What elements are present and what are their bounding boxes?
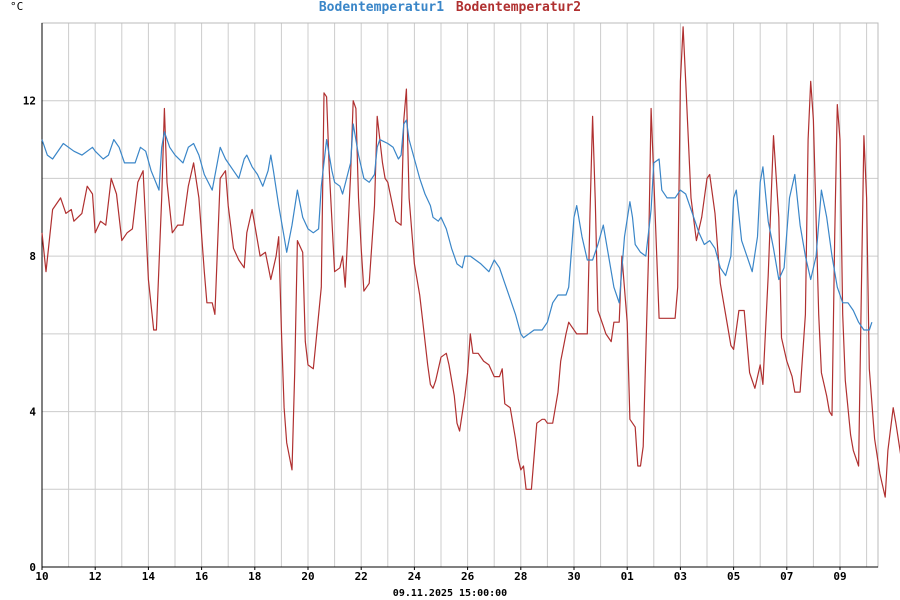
series-layer bbox=[41, 26, 900, 498]
x-tick-label: 07 bbox=[780, 570, 793, 583]
x-tick-label: 22 bbox=[355, 570, 368, 583]
series-line-Bodentemperatur2 bbox=[41, 26, 900, 498]
x-tick-label: 14 bbox=[142, 570, 156, 583]
x-tick-label: 24 bbox=[408, 570, 422, 583]
x-tick-label: 01 bbox=[621, 570, 635, 583]
x-tick-label: 30 bbox=[567, 570, 580, 583]
x-tick-label: 28 bbox=[514, 570, 527, 583]
grid bbox=[42, 22, 878, 567]
x-tick-label: 26 bbox=[461, 570, 475, 583]
y-tick-label: 8 bbox=[29, 250, 36, 263]
x-tick-label: 10 bbox=[35, 570, 48, 583]
y-axis-unit: °C bbox=[10, 0, 24, 13]
x-tick-label: 03 bbox=[674, 570, 687, 583]
series-line-Bodentemperatur1 bbox=[41, 119, 873, 339]
x-tick-label: 09 bbox=[833, 570, 846, 583]
tick-labels: 0 4 8 12 10 12 14 16 18 20 22 24 26 28 30 01 03 05 07 09 bbox=[23, 95, 847, 583]
x-tick-label: 20 bbox=[301, 570, 314, 583]
plot-frame bbox=[41, 22, 879, 568]
timestamp-footer: 09.11.2025 15:00:00 bbox=[392, 588, 508, 599]
x-tick-label: 12 bbox=[89, 570, 102, 583]
axes bbox=[41, 22, 879, 570]
x-tick-label: 18 bbox=[248, 570, 261, 583]
y-tick-label: 12 bbox=[23, 95, 36, 108]
y-tick-label: 4 bbox=[29, 406, 36, 419]
legend-series-2: Bodentemperatur2 bbox=[455, 0, 582, 15]
x-tick-label: 16 bbox=[195, 570, 209, 583]
chart-legend: Bodentemperatur1 Bodentemperatur2 bbox=[0, 0, 900, 16]
legend-series-1: Bodentemperatur1 bbox=[318, 0, 445, 15]
x-tick-label: 05 bbox=[727, 570, 740, 583]
y-tick-label: 0 bbox=[29, 561, 36, 574]
